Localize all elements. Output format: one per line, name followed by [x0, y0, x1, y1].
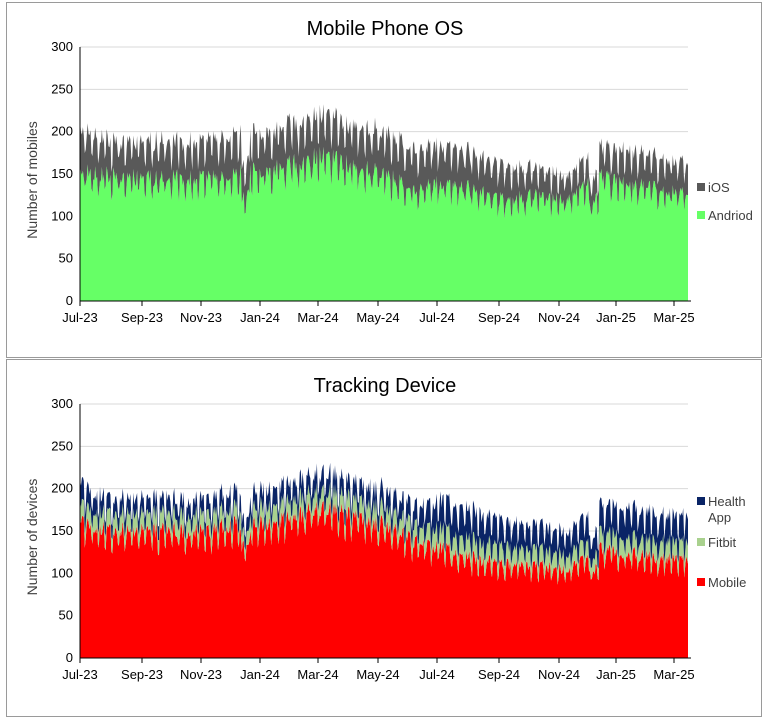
- area-mobile: [80, 499, 688, 658]
- legend-swatch-health-app: [697, 497, 705, 505]
- x-tick-labels: Jul-23 Sep-23 Nov-23 Jan-24 Mar-24 May-24 Jul-…: [62, 667, 694, 682]
- area-health-app: [80, 462, 688, 572]
- legend-swatch-mobile: [697, 578, 705, 586]
- y-tick-label: 50: [59, 608, 73, 623]
- legend: iOS Andriod: [697, 180, 753, 223]
- x-tick-label: Jul-24: [419, 667, 454, 682]
- y-tick-label: 300: [51, 396, 73, 411]
- y-tick-label: 300: [51, 39, 73, 54]
- y-tick-label: 250: [51, 438, 73, 453]
- x-tick-label: Mar-24: [297, 667, 338, 682]
- legend-label-health-app-line1: Health: [708, 494, 746, 509]
- x-tick-label: Jul-24: [419, 310, 454, 325]
- legend-label-mobile: Mobile: [708, 575, 746, 590]
- legend-label-health-app-line2: App: [708, 510, 731, 525]
- x-tick-label: Mar-24: [297, 310, 338, 325]
- area-andriod: [80, 146, 688, 301]
- legend-swatch-ios: [697, 183, 705, 191]
- area-ios: [80, 104, 688, 219]
- x-tick-label: May-24: [356, 667, 399, 682]
- legend-label-ios: iOS: [708, 180, 730, 195]
- legend: Health App Fitbit Mobile: [697, 494, 749, 590]
- x-tick-labels: Jul-23 Sep-23 Nov-23 Jan-24 Mar-24 May-24 Jul-…: [62, 310, 694, 325]
- x-tick-label: Sep-24: [478, 667, 520, 682]
- x-tick-label: Nov-23: [180, 667, 222, 682]
- x-tick-label: Jan-25: [596, 310, 636, 325]
- y-tick-label: 0: [66, 293, 73, 308]
- y-tick-label: 100: [51, 208, 73, 223]
- x-tick-label: Jan-24: [240, 310, 280, 325]
- y-tick-label: 150: [51, 166, 73, 181]
- area-fitbit: [80, 481, 688, 585]
- x-tick-label: Jan-24: [240, 667, 280, 682]
- axes: [79, 47, 691, 306]
- tracking-device-chart: Tracking Device 0 50 100 150 200 250 300 Jul-2…: [24, 375, 749, 682]
- y-tick-label: 250: [51, 81, 73, 96]
- x-tick-label: May-24: [356, 310, 399, 325]
- x-tick-label: Nov-24: [538, 310, 580, 325]
- chart-title: Mobile Phone OS: [307, 18, 464, 40]
- y-tick-label: 200: [51, 124, 73, 139]
- y-tick-label: 0: [66, 650, 73, 665]
- x-tick-label: Sep-24: [478, 310, 520, 325]
- stacked-areas: [80, 104, 688, 301]
- x-tick-label: Nov-23: [180, 310, 222, 325]
- x-tick-label: Nov-24: [538, 667, 580, 682]
- legend-label-fitbit: Fitbit: [708, 535, 737, 550]
- x-tick-label: Mar-25: [653, 310, 694, 325]
- y-tick-label: 100: [51, 565, 73, 580]
- legend-label-health-app: Health App: [708, 494, 749, 525]
- mobile-os-chart: Mobile Phone OS 0 50 100 150 200 250 300 Jul-2…: [24, 18, 753, 325]
- y-tick-labels: 0 50 100 150 200 250 300: [51, 396, 73, 665]
- legend-swatch-android: [697, 211, 705, 219]
- y-tick-label: 150: [51, 523, 73, 538]
- y-tick-label: 200: [51, 481, 73, 496]
- x-tick-label: Jul-23: [62, 310, 97, 325]
- mobile-os-panel: Mobile Phone OS 0 50 100 150 200 250 300 Jul-2…: [6, 2, 762, 358]
- x-tick-label: Sep-23: [121, 667, 163, 682]
- y-axis-label: Number of mobiles: [24, 121, 40, 239]
- x-tick-label: Jul-23: [62, 667, 97, 682]
- stacked-areas: [80, 462, 688, 658]
- x-tick-label: Sep-23: [121, 310, 163, 325]
- y-tick-labels: 0 50 100 150 200 250 300: [51, 39, 73, 308]
- legend-swatch-fitbit: [697, 538, 705, 546]
- y-tick-label: 50: [59, 251, 73, 266]
- y-axis-label: Number of devices: [24, 479, 40, 596]
- x-tick-label: Jan-25: [596, 667, 636, 682]
- legend-label-android: Andriod: [708, 208, 753, 223]
- x-tick-label: Mar-25: [653, 667, 694, 682]
- tracking-device-panel: Tracking Device 0 50 100 150 200 250 300 Jul-2…: [6, 359, 762, 717]
- axes: [79, 404, 691, 663]
- chart-title: Tracking Device: [314, 375, 457, 397]
